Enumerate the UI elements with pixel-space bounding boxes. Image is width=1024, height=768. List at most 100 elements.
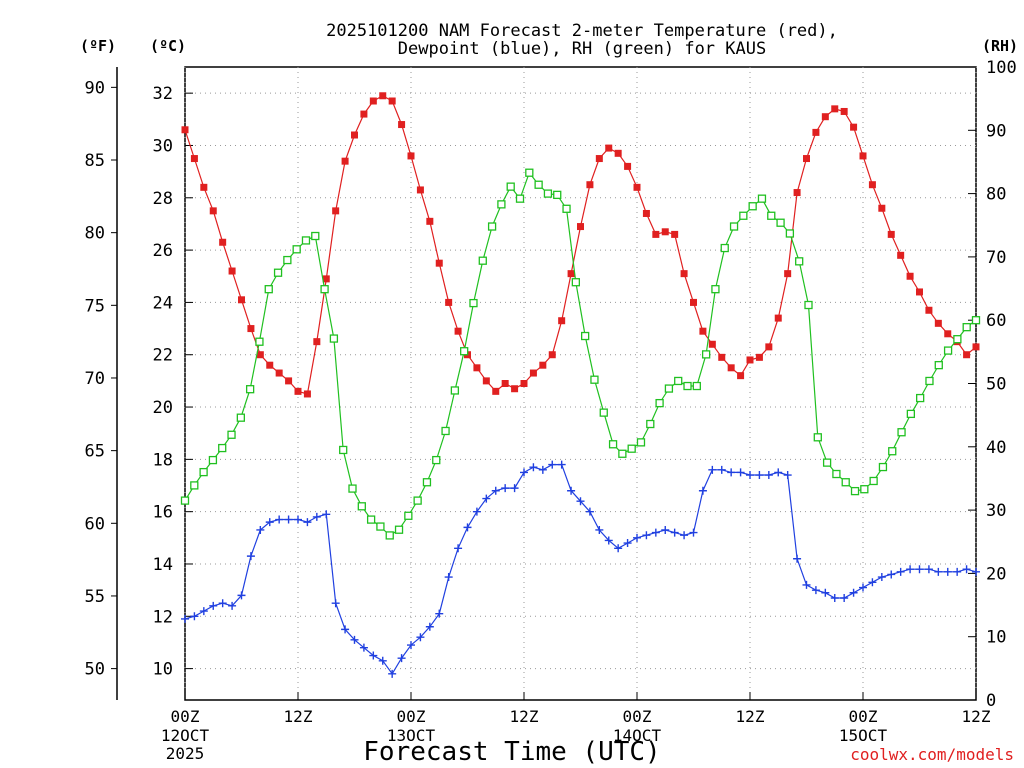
rh-point	[962, 323, 971, 332]
temperature-point	[322, 275, 330, 283]
rh-axis-tick-label: 60	[986, 311, 1006, 331]
f-axis-tick-label: 70	[85, 369, 105, 389]
rh-point	[506, 182, 515, 191]
temperature-point	[313, 338, 321, 346]
rh-point	[348, 484, 357, 493]
dewpoint-point	[746, 471, 754, 480]
dewpoint-point	[802, 580, 811, 589]
credit-text: coolwx.com/models	[850, 745, 1014, 764]
rh-point	[469, 298, 478, 308]
c-axis-tick-label: 14	[153, 555, 173, 575]
dewpoint-point	[953, 567, 962, 576]
f-axis-tick-label: 65	[85, 442, 105, 462]
dewpoint-point	[859, 583, 867, 592]
dewpoint-point	[359, 643, 368, 652]
temperature-point	[256, 351, 264, 359]
rh-point	[413, 496, 422, 505]
temperature-point	[341, 157, 349, 165]
dewpoint-point	[585, 507, 594, 516]
dewpoint-point	[614, 544, 623, 553]
temperature-point	[840, 107, 848, 115]
rh-axis-tick-label: 20	[986, 564, 1006, 584]
temperature-point	[238, 296, 245, 304]
x-axis-date-label: 13OCT	[387, 726, 436, 745]
rh-point	[311, 231, 320, 241]
rh-point	[608, 440, 618, 449]
temperature-point	[492, 387, 500, 395]
x-axis-time-label: 12Z	[510, 707, 539, 726]
temperature-point	[793, 189, 801, 197]
dewpoint-point	[698, 486, 707, 495]
dewpoint-point	[435, 609, 444, 618]
temperature-point	[219, 238, 227, 246]
f-axis-tick-label: 90	[85, 78, 105, 98]
dewpoint-point	[322, 510, 331, 519]
f-axis-tick-label: 60	[85, 514, 105, 534]
dewpoint-point	[774, 468, 783, 477]
rh-point	[850, 486, 860, 496]
c-axis-tick-label: 12	[153, 607, 173, 627]
dewpoint-point	[962, 565, 971, 574]
chart-title-line-2: Dewpoint (blue), RH (green) for KAUS	[398, 39, 766, 59]
rh-point	[301, 236, 311, 245]
dewpoint-point	[341, 625, 350, 634]
dewpoint-point	[463, 523, 472, 532]
rh-point	[711, 285, 720, 294]
temperature-point	[699, 327, 707, 335]
rh-point	[748, 202, 757, 211]
rh-point	[180, 496, 190, 505]
temperature-point	[718, 353, 726, 361]
rh-point	[795, 257, 804, 266]
temperature-point	[887, 230, 895, 238]
dewpoint-point	[915, 565, 924, 574]
dewpoint-point	[454, 544, 463, 553]
temperature-point	[200, 183, 208, 191]
rh-point	[543, 189, 553, 198]
c-axis-tick-label: 18	[153, 450, 173, 470]
rh-axis-tick-label: 40	[986, 438, 1006, 458]
temperature-point	[445, 298, 453, 306]
dewpoint-point	[670, 528, 679, 537]
rh-point	[767, 211, 776, 220]
rh-point	[292, 245, 301, 254]
temperature-point	[727, 364, 735, 372]
rh-point	[599, 408, 608, 417]
rh-point	[273, 268, 283, 277]
dewpoint-point	[811, 586, 820, 595]
temperature-point	[539, 361, 547, 369]
temperature-point	[916, 288, 923, 296]
temperature-point	[435, 259, 443, 267]
temperature-point	[275, 369, 283, 377]
temperature-point	[671, 230, 679, 238]
temperature-point	[624, 162, 632, 170]
temperature-point	[765, 343, 773, 351]
f-axis-tick-label: 50	[85, 660, 105, 680]
rh-axis-tick-label: 80	[986, 185, 1006, 205]
temperature-point	[586, 181, 594, 189]
dewpoint-point	[557, 460, 566, 469]
rh-point	[878, 462, 888, 472]
rh-point	[487, 222, 497, 231]
dewpoint-point	[604, 536, 613, 545]
rh-point	[236, 413, 245, 422]
rh-point	[394, 525, 404, 534]
temperature-point	[454, 327, 462, 335]
dewpoint-point	[906, 565, 915, 574]
dewpoint-point	[642, 531, 651, 540]
rh-point	[646, 419, 655, 429]
x-axis-date-label: 12OCT	[161, 726, 210, 745]
temperature-point	[482, 377, 490, 385]
temperature-point	[501, 380, 509, 387]
temperature-point	[812, 128, 820, 136]
dewpoint-point	[595, 525, 604, 534]
rh-point	[199, 467, 208, 477]
dewpoint-point	[491, 486, 500, 495]
temperature-point	[803, 155, 810, 163]
rh-unit-label: (RH)	[982, 37, 1018, 55]
rh-point	[366, 515, 376, 524]
temperature-point	[859, 152, 867, 160]
temperature-point	[228, 267, 236, 275]
c-axis-tick-label: 28	[153, 189, 173, 209]
rh-point	[832, 469, 841, 479]
